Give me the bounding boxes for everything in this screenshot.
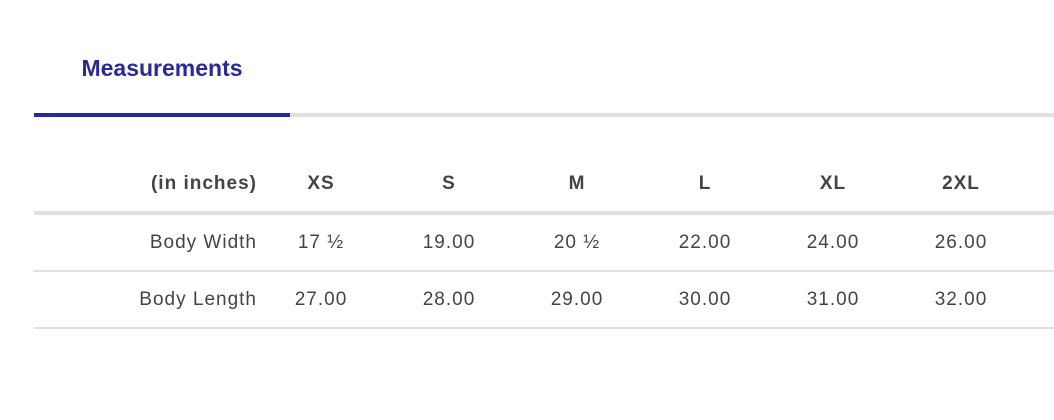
table-header-row: (in inches) XS S M L XL 2XL [34,156,1054,215]
size-header: M [568,172,586,194]
table-cell: 30.00 [678,288,732,310]
size-header: 2XL [942,172,980,194]
table-cell: 28.00 [422,288,476,310]
active-tab-indicator [34,113,290,117]
size-header: XS [307,172,335,194]
table-cell: 27.00 [294,288,348,310]
unit-label: (in inches) [150,172,257,194]
row-label: Body Width [149,231,257,253]
table-cell: 19.00 [422,231,476,253]
size-header: XL [819,172,847,194]
table-cell: 32.00 [934,288,988,310]
table-cell: 31.00 [806,288,860,310]
table-cell: 20 ½ [553,231,601,253]
tab-bar-underline [34,113,1054,117]
table-cell: 29.00 [550,288,604,310]
size-header: L [698,172,712,194]
row-label: Body Length [139,288,257,310]
table-row: Body Length 27.00 28.00 29.00 30.00 31.0… [34,272,1054,329]
table-row: Body Width 17 ½ 19.00 20 ½ 22.00 24.00 2… [34,215,1054,272]
table-cell: 24.00 [806,231,860,253]
table-cell: 22.00 [678,231,732,253]
tab-measurements[interactable]: Measurements [81,55,243,81]
size-header: S [442,172,456,194]
table-cell: 26.00 [934,231,988,253]
size-chart-table: (in inches) XS S M L XL 2XL Body Width 1… [34,156,1054,329]
table-cell: 17 ½ [297,231,345,253]
